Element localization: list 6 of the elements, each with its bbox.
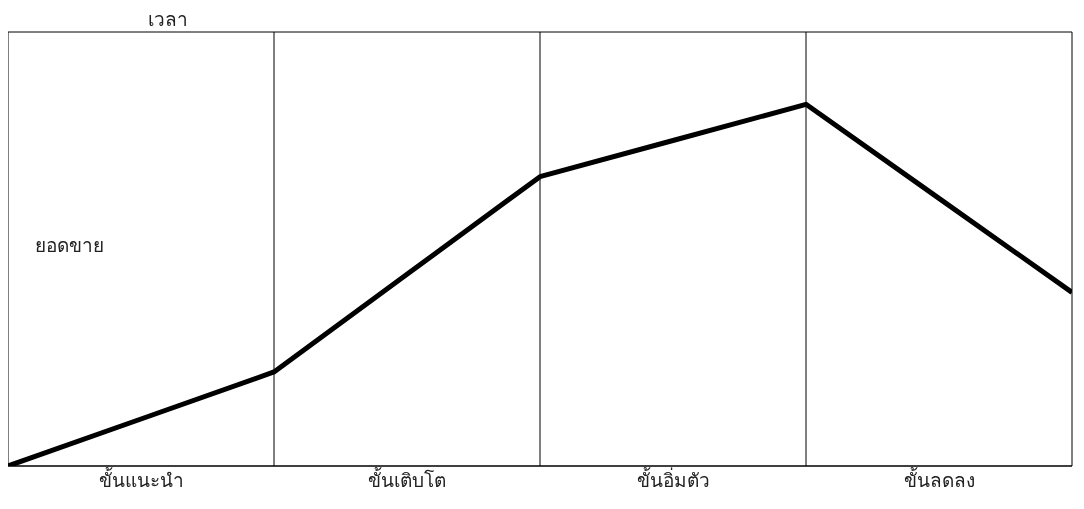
x-axis-title: เวลา (148, 7, 188, 32)
x-tick-label: ขั้นลดลง (903, 467, 975, 492)
x-tick-label: ขั้นเติบโต (368, 467, 446, 492)
x-tick-label: ขั้นแนะนำ (98, 467, 184, 492)
y-axis-title: ยอดขาย (35, 233, 104, 258)
x-tick-label: ขั้นอิ่มตัว (636, 467, 710, 492)
